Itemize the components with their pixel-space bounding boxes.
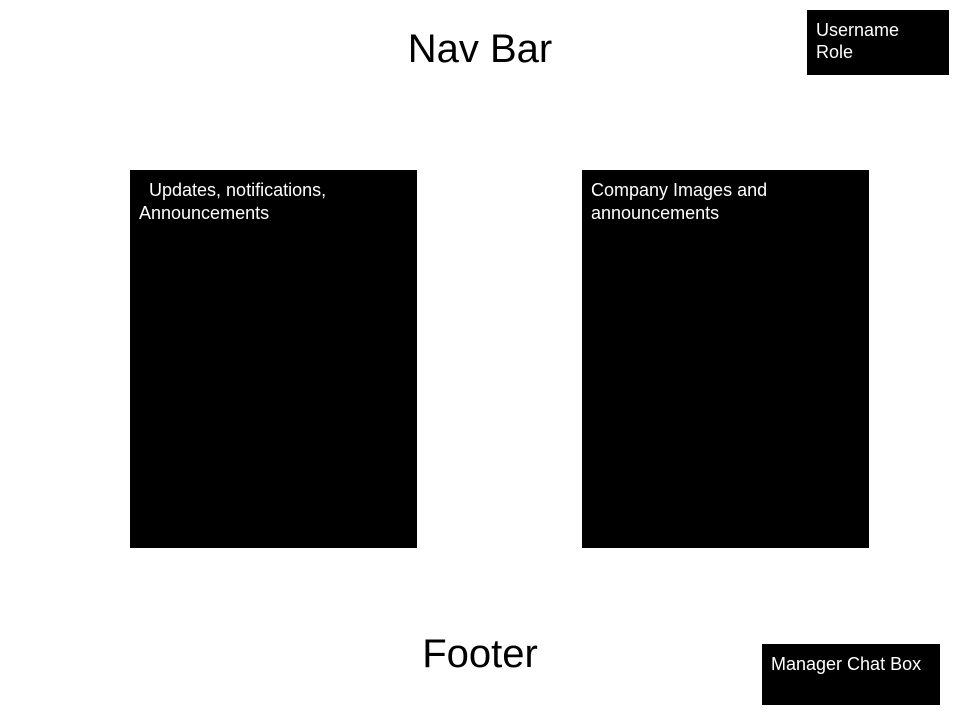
company-images-panel-line-2: announcements: [591, 203, 720, 223]
manager-chat-box-label: Manager Chat Box: [771, 654, 922, 674]
username-label: Username: [816, 20, 900, 40]
updates-panel-line-2: Announcements: [139, 203, 270, 223]
company-images-panel-line-1: Company Images and: [591, 180, 768, 200]
footer-title: Footer: [422, 632, 538, 676]
company-images-panel: Company Images and announcements: [582, 170, 869, 548]
user-info-box[interactable]: Username Role: [807, 10, 949, 75]
updates-panel-line-1: Updates, notifications,: [149, 180, 327, 200]
manager-chat-box[interactable]: Manager Chat Box: [762, 644, 940, 705]
role-label: Role: [816, 42, 854, 62]
updates-panel: Updates, notifications, Announcements: [130, 170, 417, 548]
nav-bar-title: Nav Bar: [407, 27, 553, 71]
